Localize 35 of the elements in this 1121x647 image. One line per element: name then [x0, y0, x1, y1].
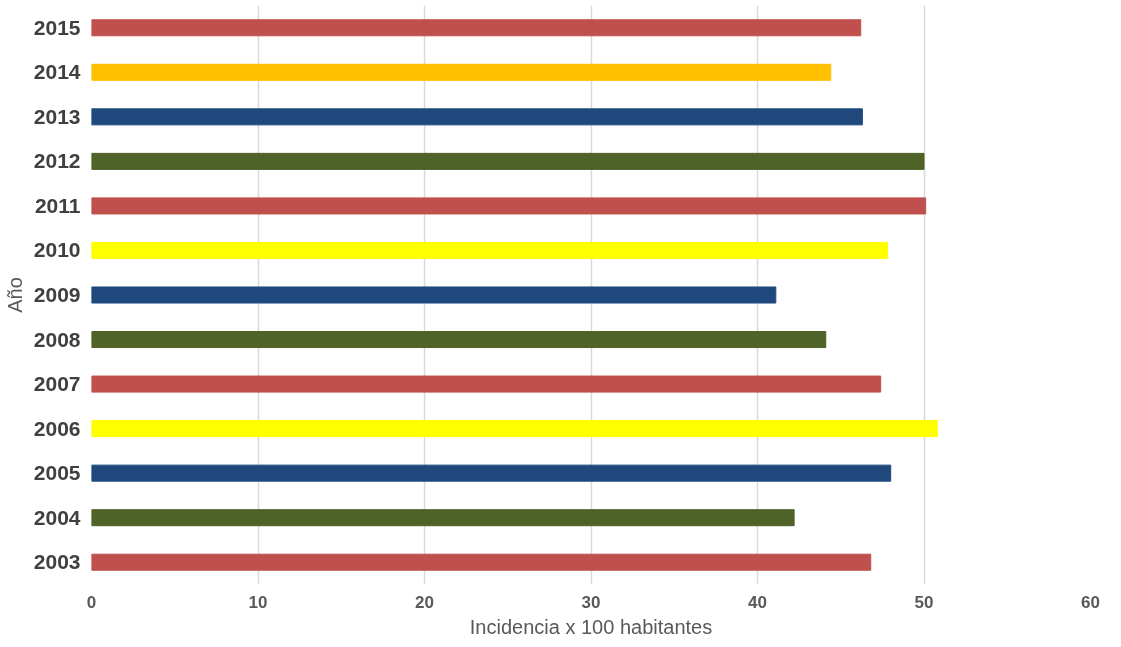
- bar: [91, 464, 892, 482]
- y-tick-label: 2015: [33, 15, 81, 39]
- y-tick-label: 2014: [33, 60, 81, 84]
- x-tick-label: 10: [248, 592, 268, 612]
- x-tick-label: 40: [748, 592, 767, 612]
- y-tick-label: 2012: [33, 149, 81, 173]
- bar: [91, 19, 862, 37]
- bar: [91, 63, 832, 81]
- y-tick-label: 2004: [33, 505, 81, 529]
- x-axis-title: Incidencia x 100 habitantes: [469, 615, 713, 638]
- x-tick-label: 20: [415, 592, 434, 612]
- y-axis-title: Año: [3, 277, 26, 313]
- y-tick-label: 2003: [33, 550, 81, 574]
- bar: [91, 197, 927, 215]
- bar: [91, 509, 795, 527]
- bar: [91, 331, 827, 349]
- y-tick-label: 2008: [33, 327, 81, 351]
- bar: [91, 420, 938, 438]
- y-tick-label: 2011: [34, 193, 81, 217]
- x-tick-label: 50: [914, 592, 934, 612]
- bar: [91, 286, 777, 304]
- y-tick-label: 2007: [33, 372, 81, 396]
- x-tick-label: 30: [581, 592, 601, 612]
- bar: [91, 152, 925, 170]
- y-tick-label: 2013: [33, 104, 81, 128]
- y-tick-label: 2009: [33, 283, 81, 306]
- bar: [91, 553, 872, 571]
- y-tick-label: 2010: [33, 238, 81, 262]
- y-tick-label: 2005: [33, 461, 81, 485]
- bar: [91, 241, 888, 259]
- x-tick-label: 60: [1081, 592, 1100, 612]
- bar: [91, 108, 863, 126]
- x-tick-label: 0: [86, 592, 97, 612]
- y-tick-label: 2006: [33, 416, 81, 440]
- bar: [91, 375, 882, 393]
